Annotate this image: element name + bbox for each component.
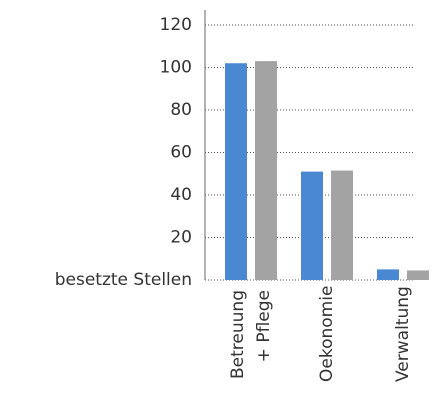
y-tick-label: 120 (160, 15, 192, 35)
x-tick-label: Oekonomie (317, 285, 337, 382)
x-tick-label: Betreuung + Pflege (228, 290, 274, 379)
bar (301, 171, 323, 280)
y-tick-label: 40 (170, 185, 192, 205)
x-tick-label: Verwaltung (393, 286, 413, 382)
bar (377, 269, 399, 280)
y-tick-label: 20 (170, 228, 192, 248)
bar (331, 170, 353, 280)
y-tick-label: 80 (170, 100, 192, 120)
y-tick-label: besetzte Stellen (55, 270, 192, 290)
y-tick-label: 60 (170, 143, 192, 163)
bar (225, 63, 247, 280)
y-tick-label: 100 (160, 58, 192, 78)
bar (255, 61, 277, 280)
bar (407, 270, 429, 280)
